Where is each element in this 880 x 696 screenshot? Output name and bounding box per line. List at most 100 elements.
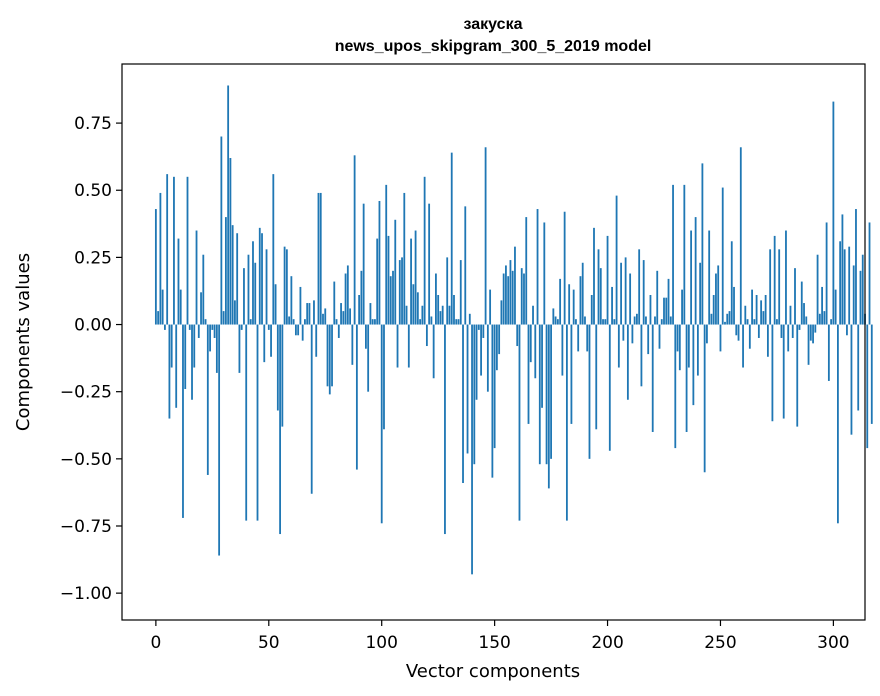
bar bbox=[514, 246, 516, 325]
bar bbox=[195, 230, 198, 325]
bar bbox=[656, 270, 659, 325]
bar bbox=[629, 273, 632, 325]
bar bbox=[353, 155, 356, 325]
bar bbox=[699, 262, 702, 325]
bar bbox=[710, 313, 713, 325]
bar bbox=[703, 324, 706, 473]
bar bbox=[812, 324, 814, 344]
bar bbox=[696, 324, 699, 376]
bar bbox=[550, 324, 552, 459]
bar bbox=[647, 324, 650, 355]
bar bbox=[200, 292, 202, 325]
bar bbox=[346, 265, 349, 325]
bar bbox=[344, 273, 347, 325]
bar bbox=[351, 324, 354, 365]
bar bbox=[584, 316, 586, 325]
bar bbox=[498, 324, 501, 355]
bar bbox=[721, 187, 724, 325]
bar bbox=[861, 254, 864, 325]
bar bbox=[378, 200, 381, 325]
bar bbox=[706, 324, 708, 344]
bar bbox=[825, 222, 828, 325]
bar bbox=[285, 249, 288, 325]
y-tick-label: 0.00 bbox=[74, 316, 112, 336]
bar bbox=[771, 324, 774, 422]
bar bbox=[717, 265, 720, 325]
bar bbox=[541, 324, 543, 408]
bar bbox=[471, 324, 473, 575]
bar bbox=[405, 305, 408, 325]
bar bbox=[175, 324, 178, 408]
bar bbox=[480, 324, 482, 376]
bar bbox=[446, 257, 449, 325]
bar bbox=[785, 230, 787, 325]
y-tick-label: 0.50 bbox=[74, 181, 112, 201]
bar bbox=[760, 300, 763, 325]
bar bbox=[206, 324, 209, 475]
bar bbox=[529, 324, 532, 363]
bar bbox=[281, 324, 284, 427]
bar bbox=[683, 184, 686, 325]
bar bbox=[224, 217, 227, 325]
bar bbox=[453, 295, 455, 325]
bar bbox=[818, 313, 821, 325]
bar bbox=[604, 319, 607, 325]
bar bbox=[577, 324, 580, 352]
bar bbox=[615, 195, 618, 325]
bar bbox=[466, 324, 469, 454]
bar bbox=[579, 276, 582, 325]
bar bbox=[495, 324, 498, 371]
bar bbox=[215, 324, 218, 373]
bar bbox=[518, 324, 521, 521]
bar bbox=[848, 246, 851, 325]
bar bbox=[258, 227, 261, 325]
bar bbox=[500, 300, 503, 325]
bar bbox=[173, 176, 175, 325]
bar bbox=[227, 85, 230, 325]
bar bbox=[331, 324, 333, 387]
bar bbox=[374, 319, 376, 325]
bar bbox=[694, 217, 697, 325]
bar bbox=[685, 324, 688, 432]
bar bbox=[261, 233, 263, 325]
bar bbox=[561, 324, 564, 376]
bar bbox=[455, 319, 458, 325]
bar bbox=[796, 324, 799, 427]
bar bbox=[243, 268, 245, 325]
x-tick-label: 200 bbox=[591, 633, 623, 653]
bar bbox=[511, 270, 514, 325]
bar bbox=[839, 241, 842, 325]
bar bbox=[222, 311, 225, 325]
bar bbox=[611, 286, 613, 325]
bar bbox=[380, 324, 383, 524]
bar bbox=[724, 321, 726, 325]
bar bbox=[692, 324, 695, 406]
bar bbox=[177, 238, 180, 325]
bar bbox=[159, 192, 162, 325]
bar bbox=[355, 324, 358, 470]
bar bbox=[525, 217, 528, 325]
bar bbox=[383, 324, 385, 430]
bar bbox=[170, 324, 173, 368]
bar-series bbox=[154, 85, 873, 575]
bar bbox=[168, 324, 171, 419]
bar bbox=[708, 230, 711, 325]
bar bbox=[563, 211, 566, 325]
bar bbox=[606, 235, 609, 325]
bar bbox=[435, 273, 437, 325]
bar bbox=[803, 303, 805, 325]
bar bbox=[545, 324, 548, 465]
bar bbox=[317, 192, 320, 325]
bar bbox=[367, 324, 370, 392]
bar bbox=[807, 324, 810, 365]
y-tick-label: 0.25 bbox=[74, 248, 112, 268]
bar bbox=[365, 324, 367, 349]
bar bbox=[188, 324, 191, 330]
bar bbox=[552, 308, 555, 325]
y-tick-label: −0.75 bbox=[60, 517, 112, 537]
bar bbox=[306, 303, 309, 325]
bar bbox=[663, 297, 665, 325]
bar bbox=[502, 273, 505, 325]
bar bbox=[678, 324, 681, 371]
bar bbox=[755, 295, 758, 325]
